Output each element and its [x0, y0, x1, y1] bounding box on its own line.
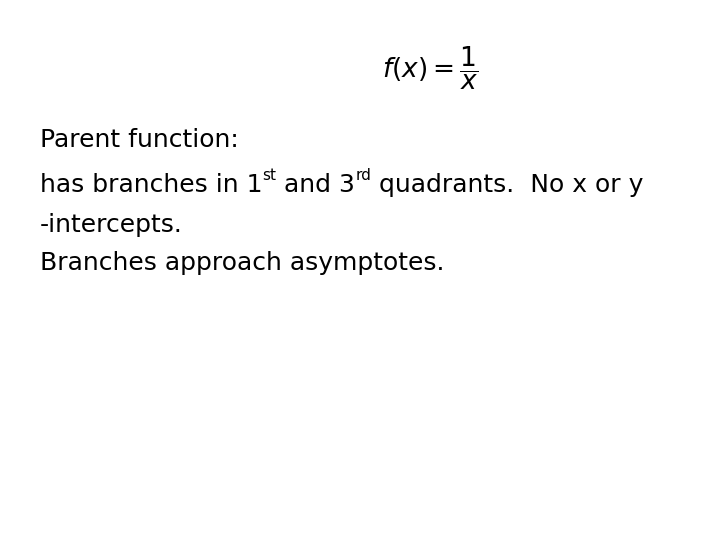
Text: quadrants.  No x or y: quadrants. No x or y: [372, 173, 644, 197]
Text: -intercepts.: -intercepts.: [40, 213, 183, 237]
Text: has branches in 1: has branches in 1: [40, 173, 263, 197]
Text: Parent function:: Parent function:: [40, 128, 239, 152]
Text: $f(x)=\dfrac{1}{x}$: $f(x)=\dfrac{1}{x}$: [382, 44, 478, 92]
Text: rd: rd: [356, 167, 372, 183]
Text: and 3: and 3: [276, 173, 356, 197]
Text: st: st: [263, 167, 276, 183]
Text: Branches approach asymptotes.: Branches approach asymptotes.: [40, 251, 444, 275]
